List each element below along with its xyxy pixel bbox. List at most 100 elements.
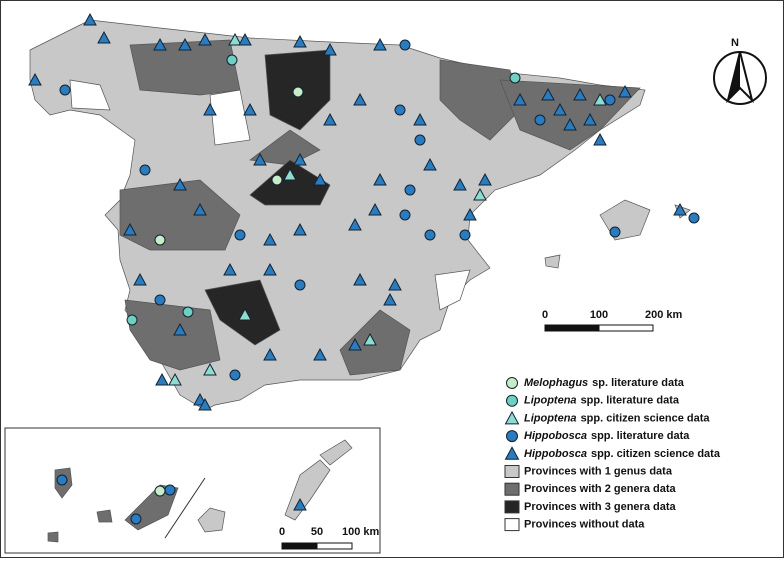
marker (83, 12, 97, 26)
legend-label: Melophagus sp. literature data (524, 377, 685, 389)
legend-text: Provinces with 1 genus data (524, 465, 673, 477)
marker (368, 202, 382, 216)
marker (126, 314, 138, 326)
marker (164, 484, 176, 496)
marker (263, 347, 277, 361)
legend-label: Provinces with 1 genus data (524, 465, 673, 477)
marker (478, 172, 492, 186)
marker (323, 42, 337, 56)
scale-label: 200 km (645, 309, 683, 321)
marker (154, 234, 166, 246)
legend-text: spp. citizen science data (591, 448, 721, 460)
marker (463, 207, 477, 221)
legend-text: spp. literature data (581, 395, 680, 407)
province-2 (129, 39, 241, 96)
province-3 (249, 159, 331, 206)
marker (229, 369, 241, 381)
marker (28, 72, 42, 86)
province-2 (499, 79, 641, 151)
legend-text: Provinces with 3 genera data (524, 501, 676, 513)
island (544, 254, 561, 269)
island (47, 531, 59, 543)
legend-label: Provinces with 2 genera data (524, 483, 676, 495)
legend-text: sp. literature data (592, 377, 685, 389)
marker (234, 229, 246, 241)
marker (203, 362, 217, 376)
marker (97, 30, 111, 44)
marker (155, 372, 169, 386)
scale-label: 50 (311, 526, 323, 538)
marker (673, 202, 687, 216)
inset-divider (164, 477, 206, 539)
marker (394, 104, 406, 116)
marker (293, 222, 307, 236)
province-3 (204, 279, 281, 346)
legend-genus: Hippobosca (524, 448, 587, 460)
marker (294, 279, 306, 291)
marker (513, 92, 527, 106)
marker (504, 446, 520, 460)
marker (228, 32, 242, 46)
legend-label: Hippobosca spp. literature data (524, 430, 690, 442)
province-none (69, 79, 111, 111)
legend-swatch (504, 518, 520, 532)
north-label: N (731, 37, 739, 49)
marker (198, 32, 212, 46)
island (96, 509, 113, 523)
marker (293, 497, 307, 511)
legend-swatch (504, 500, 520, 514)
legend-genus: Hippobosca (524, 430, 587, 442)
scale-label: 100 (590, 309, 608, 321)
marker (313, 347, 327, 361)
legend-swatch (504, 465, 520, 478)
marker (130, 513, 142, 525)
marker (168, 372, 182, 386)
marker (509, 72, 521, 84)
marker (506, 394, 518, 407)
marker (292, 86, 304, 98)
marker (139, 164, 151, 176)
legend-text: Provinces without data (524, 519, 645, 531)
marker (363, 332, 377, 346)
legend-genus: Lipoptena (524, 412, 577, 424)
marker (59, 84, 71, 96)
province-none (209, 89, 251, 146)
marker (414, 134, 426, 146)
marker (173, 177, 187, 191)
marker (504, 410, 520, 425)
province-2 (124, 299, 221, 371)
scale-label: 100 km (342, 526, 380, 538)
marker (193, 202, 207, 216)
inset-frame (4, 427, 381, 554)
marker (609, 226, 621, 238)
marker (154, 294, 166, 306)
scale-label: 0 (279, 526, 285, 538)
marker (541, 87, 555, 101)
marker (348, 337, 362, 351)
marker (534, 114, 546, 126)
legend-swatch (504, 482, 520, 496)
marker (203, 102, 217, 116)
marker (404, 184, 416, 196)
marker (424, 229, 436, 241)
marker (506, 377, 518, 389)
marker (283, 167, 297, 181)
marker (353, 272, 367, 286)
legend-label: Provinces without data (524, 519, 645, 531)
marker (583, 112, 597, 126)
legend-label: Hippobosca spp. citizen science data (524, 448, 721, 460)
marker (688, 212, 700, 224)
marker (373, 172, 387, 186)
legend: Melophagus sp. literature data Lipoptena sp… (504, 377, 721, 532)
scale-segment (544, 324, 600, 332)
marker (238, 32, 252, 46)
marker (399, 39, 411, 51)
island (197, 507, 226, 533)
marker (133, 272, 147, 286)
marker (353, 92, 367, 106)
scale-segment (598, 324, 654, 332)
legend-label: Lipoptena spp. literature data (524, 395, 680, 407)
scale-segment (281, 542, 318, 550)
marker (423, 157, 437, 171)
marker (593, 132, 607, 146)
